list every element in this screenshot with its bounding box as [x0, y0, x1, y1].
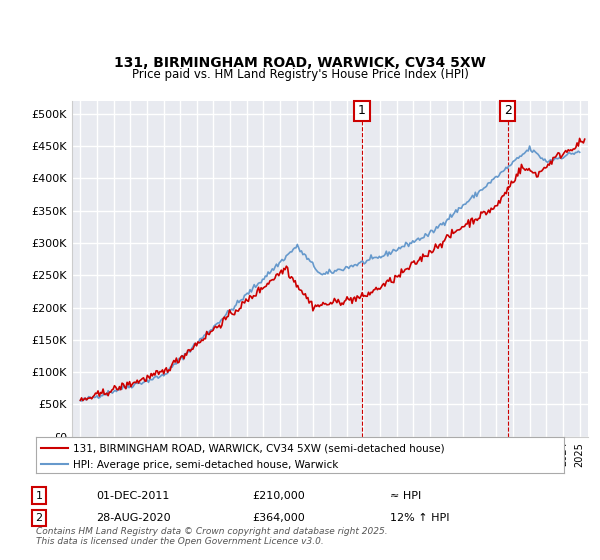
Text: Price paid vs. HM Land Registry's House Price Index (HPI): Price paid vs. HM Land Registry's House …	[131, 68, 469, 81]
Text: £364,000: £364,000	[252, 513, 305, 523]
Text: 12% ↑ HPI: 12% ↑ HPI	[390, 513, 449, 523]
Text: Contains HM Land Registry data © Crown copyright and database right 2025.
This d: Contains HM Land Registry data © Crown c…	[36, 526, 388, 546]
Text: 131, BIRMINGHAM ROAD, WARWICK, CV34 5XW (semi-detached house): 131, BIRMINGHAM ROAD, WARWICK, CV34 5XW …	[73, 444, 445, 454]
Text: ≈ HPI: ≈ HPI	[390, 491, 421, 501]
Text: HPI: Average price, semi-detached house, Warwick: HPI: Average price, semi-detached house,…	[73, 460, 338, 470]
Text: 131, BIRMINGHAM ROAD, WARWICK, CV34 5XW: 131, BIRMINGHAM ROAD, WARWICK, CV34 5XW	[114, 56, 486, 70]
Text: 1: 1	[35, 491, 43, 501]
Text: 28-AUG-2020: 28-AUG-2020	[96, 513, 170, 523]
Text: 2: 2	[35, 513, 43, 523]
Text: £210,000: £210,000	[252, 491, 305, 501]
Text: 1: 1	[358, 104, 366, 118]
Text: 01-DEC-2011: 01-DEC-2011	[96, 491, 169, 501]
Text: 2: 2	[503, 104, 512, 118]
